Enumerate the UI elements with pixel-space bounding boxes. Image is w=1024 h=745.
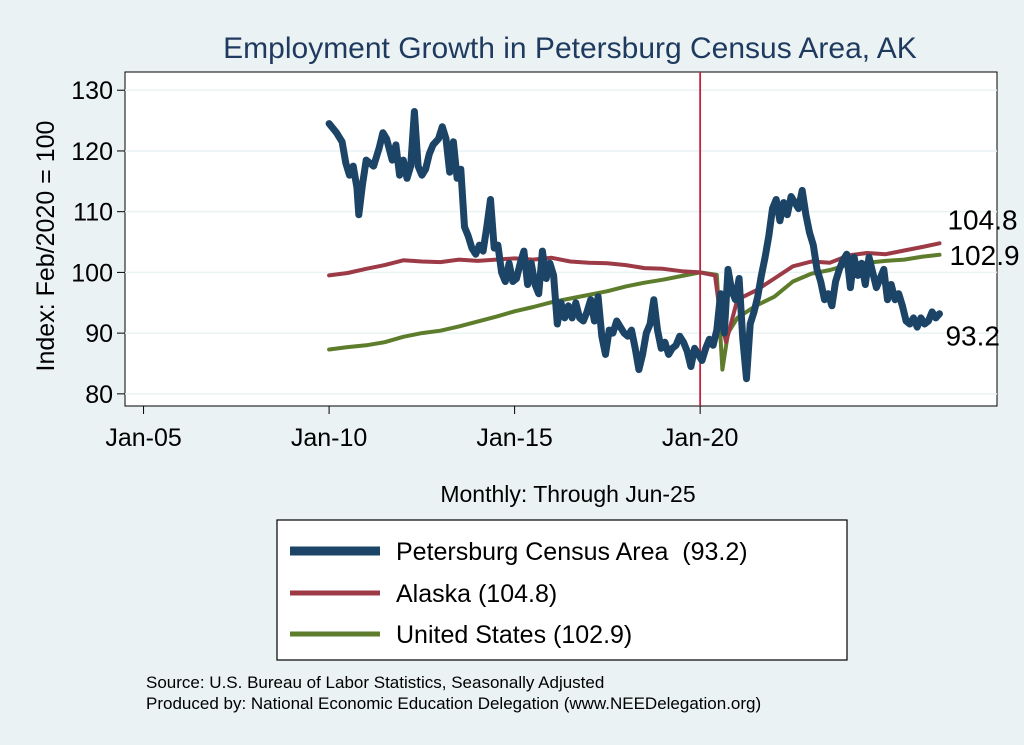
end-label-united-states: 102.9 — [949, 240, 1019, 271]
source-note: Source: U.S. Bureau of Labor Statistics,… — [146, 673, 604, 692]
y-axis-title: Index: Feb/2020 = 100 — [32, 121, 60, 372]
x-axis-title: Monthly: Through Jun-25 — [440, 481, 695, 507]
plot-area: 80 90 100 110 120 130 Jan-05 Jan-10 Jan-15 Jan-2… — [71, 71, 1020, 452]
y-tick-label-80: 80 — [85, 381, 113, 409]
y-tick-label-110: 110 — [73, 199, 113, 227]
x-tick-label-3: Jan-20 — [662, 424, 738, 452]
legend-label-alaska: Alaska (104.8) — [396, 580, 557, 608]
end-label-alaska: 104.8 — [947, 204, 1017, 235]
x-tick-label-0: Jan-05 — [105, 424, 181, 452]
x-tick-label-1: Jan-10 — [291, 424, 367, 452]
x-tick-label-2: Jan-15 — [476, 424, 552, 452]
legend-label-petersburg: Petersburg Census Area (93.2) — [396, 538, 748, 566]
y-tick-label-90: 90 — [85, 320, 113, 348]
y-tick-label-100: 100 — [71, 259, 113, 287]
end-label-petersburg: 93.2 — [945, 321, 1000, 352]
x-axis-ticks: Jan-05 Jan-10 Jan-15 Jan-20 — [105, 406, 738, 452]
end-labels: 93.2 104.8 102.9 — [945, 204, 1019, 351]
gridlines — [125, 89, 997, 395]
series-line-alaska — [327, 241, 942, 345]
y-tick-label-130: 130 — [71, 77, 113, 105]
series-line-united-states — [327, 252, 942, 372]
legend-label-united-states: United States (102.9) — [396, 621, 632, 649]
legend: Petersburg Census Area (93.2) Alaska (10… — [276, 519, 848, 661]
series-line-petersburg — [325, 108, 943, 383]
y-axis-ticks: 80 90 100 110 120 130 — [71, 77, 125, 409]
y-tick-label-120: 120 — [71, 138, 113, 166]
plot-background — [124, 71, 998, 407]
producer-note: Produced by: National Economic Education… — [146, 694, 761, 713]
chart-title: Employment Growth in Petersburg Census A… — [223, 32, 917, 65]
legend-box — [276, 519, 848, 661]
series-lines — [325, 108, 943, 383]
